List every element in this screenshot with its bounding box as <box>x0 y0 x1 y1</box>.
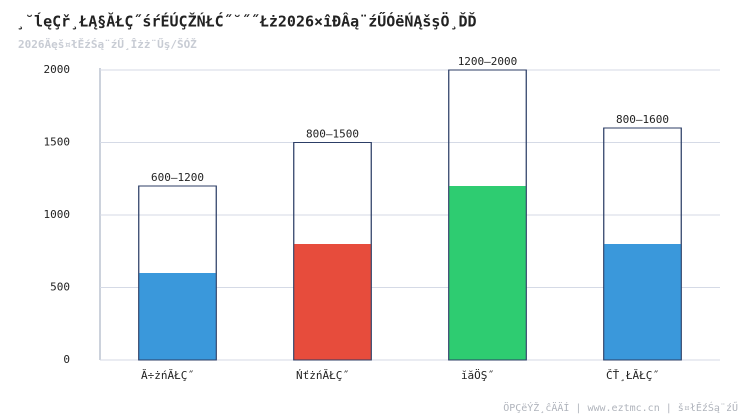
range-label: 800–1500 <box>306 128 359 141</box>
x-tick-label: ĭăÖŞ˝ <box>461 369 494 382</box>
chart-subtitle: 2026Äęš¤łĚźŚą¨źŰ¸Îżż¨Űş/ŠÓŽ <box>18 37 197 51</box>
x-tick-label: ČŤ¸ŁĂŁÇ˝ <box>606 369 659 382</box>
footer: ÖРÇëÝŽ¸ĉÄÄÍ | www.eztmc.cn | š¤łĚźŚą¨źŰ <box>503 400 738 414</box>
y-tick-label: 500 <box>50 281 70 294</box>
bar <box>293 244 372 360</box>
bar-edge <box>603 127 682 361</box>
chart-title: ¸˘ĺęÇř¸ŁĄ§ĂŁÇ˝śŕÉÚÇŽŃŁĆ˝˘˝˝Łż2026×îĐÂą¨ź… <box>16 11 477 31</box>
y-tick-label: 1000 <box>44 208 71 221</box>
range-label: 1200–2000 <box>458 55 518 68</box>
y-tick-label: 2000 <box>44 63 71 76</box>
bar-edge <box>138 185 217 361</box>
bar <box>138 273 217 360</box>
bar-edge <box>448 69 527 361</box>
bar <box>448 186 527 360</box>
y-tick-label: 1500 <box>44 136 71 149</box>
bar-edge <box>293 142 372 361</box>
bar <box>603 244 682 360</box>
x-tick-label: ŃťżńĂŁÇ˝ <box>296 369 349 382</box>
range-label: 600–1200 <box>151 171 204 184</box>
x-tick-label: Ă÷żńĂŁÇ˝ <box>141 369 194 382</box>
y-tick-label: 0 <box>63 353 70 366</box>
range-label: 800–1600 <box>616 113 669 126</box>
